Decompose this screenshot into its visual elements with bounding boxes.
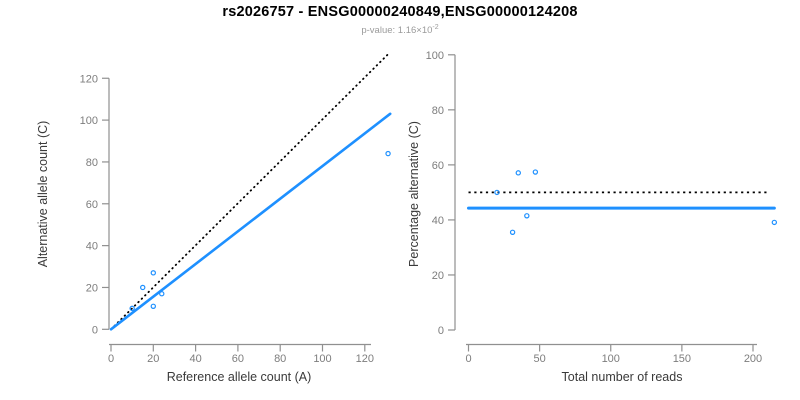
right-data-point	[494, 189, 500, 196]
right-x-tick-label: 150	[673, 353, 691, 365]
left-y-tick-label: 60	[86, 199, 98, 211]
right-data-point	[771, 219, 778, 226]
pvalue-base: p-value: 1.16×10	[361, 25, 433, 37]
right-y-tick-label: 60	[432, 160, 444, 172]
left-fit-line	[109, 112, 392, 331]
left-data-point	[150, 303, 156, 309]
left-data-point	[140, 284, 146, 291]
left-x-axis-title: Reference allele count (A)	[167, 370, 312, 384]
right-y-tick-label: 100	[426, 50, 444, 62]
right-y-tick-label: 20	[432, 270, 444, 282]
right-y-tick-label: 80	[432, 105, 444, 117]
left-y-tick-label: 100	[80, 115, 98, 127]
right-y-axis-title: Percentage alternative (C)	[407, 121, 421, 267]
left-y-tick-label: 120	[80, 73, 98, 85]
right-x-tick-label: 0	[465, 353, 471, 365]
left-y-tick-label: 20	[86, 282, 98, 294]
right-data-point	[524, 213, 530, 219]
right-y-tick-label: 40	[432, 215, 444, 227]
left-y-axis-title: Alternative allele count (C)	[36, 121, 50, 268]
right-x-tick-label: 100	[602, 353, 620, 365]
left-data-point	[385, 150, 391, 157]
left-x-tick-label: 20	[147, 353, 159, 365]
left-data-point	[150, 270, 156, 276]
left-identity-line	[110, 53, 389, 331]
figure-title: rs2026757 - ENSG00000240849,ENSG00000124…	[222, 4, 578, 20]
left-x-tick-label: 40	[189, 353, 201, 365]
left-y-tick-label: 80	[86, 157, 98, 169]
left-x-tick-label: 100	[313, 353, 331, 365]
left-data-point	[159, 291, 165, 297]
left-data-point	[129, 305, 135, 312]
pvalue-exponent: -2	[432, 24, 439, 31]
left-x-tick-label: 80	[274, 353, 286, 365]
left-x-tick-label: 60	[232, 353, 244, 365]
right-x-tick-label: 200	[744, 353, 762, 365]
left-y-tick-label: 40	[86, 241, 98, 253]
left-x-tick-label: 0	[108, 353, 114, 365]
right-y-tick-label: 0	[438, 325, 444, 337]
right-data-point	[515, 170, 521, 176]
left-x-tick-label: 120	[356, 353, 374, 365]
right-data-point	[532, 169, 539, 175]
right-data-point	[509, 229, 516, 236]
left-y-tick-label: 0	[92, 324, 98, 336]
figure-subtitle: p-value: 1.16×10-2	[0, 24, 800, 36]
right-x-tick-label: 50	[534, 353, 546, 365]
right-x-axis-title: Total number of reads	[562, 370, 683, 384]
